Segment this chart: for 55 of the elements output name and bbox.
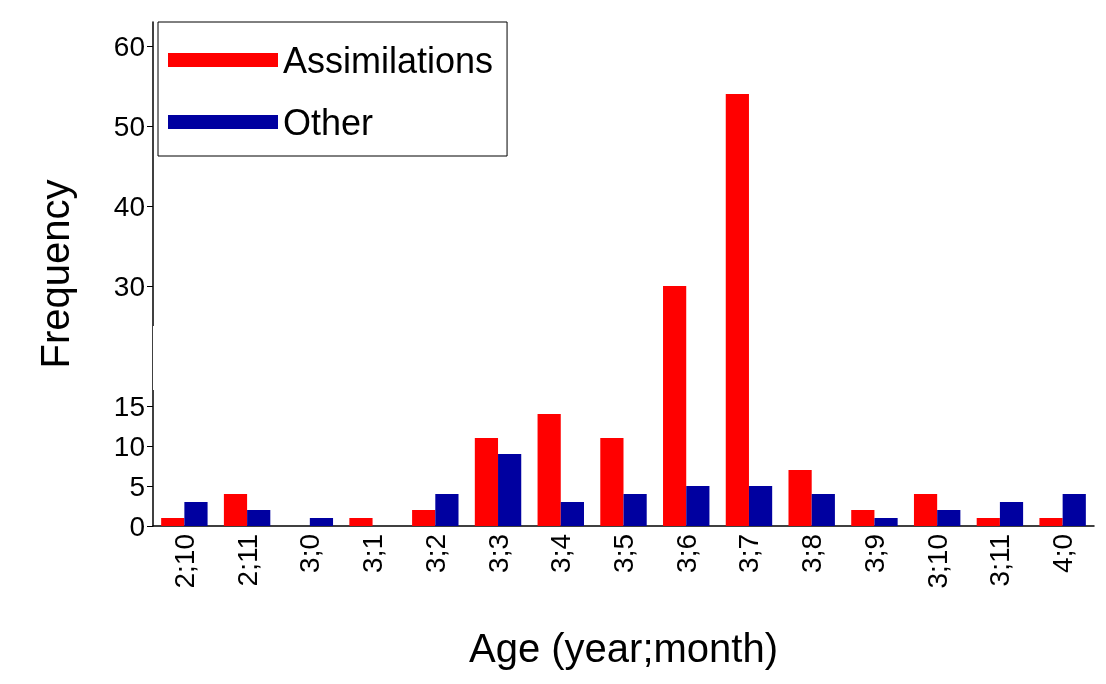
bar xyxy=(309,518,334,526)
x-tick-label: 3;4 xyxy=(545,534,577,573)
x-axis-title: Age (year;month) xyxy=(468,626,779,670)
bar xyxy=(412,510,436,526)
bar xyxy=(663,286,687,526)
bar xyxy=(937,510,961,526)
bar xyxy=(247,510,271,526)
bar xyxy=(537,414,561,526)
bar xyxy=(161,518,185,526)
x-tick-label: 3;10 xyxy=(921,534,953,589)
bar xyxy=(686,486,710,526)
x-tick-label: 3;8 xyxy=(796,534,828,573)
y-tick-label: 10 xyxy=(113,430,145,462)
x-tick-label: 3;1 xyxy=(357,534,389,573)
bar xyxy=(874,518,898,526)
bar xyxy=(725,94,749,526)
x-tick-label: 2;10 xyxy=(168,534,200,589)
bar xyxy=(498,454,522,526)
legend-label: Assimilations xyxy=(283,39,494,81)
x-tick-label: 3;5 xyxy=(608,534,639,573)
bar xyxy=(788,470,812,526)
bar xyxy=(1062,494,1086,526)
bar xyxy=(999,502,1024,526)
x-tick-label: 3;7 xyxy=(733,534,765,573)
x-tick-label: 3;9 xyxy=(858,534,890,573)
bar xyxy=(913,494,938,526)
bar xyxy=(184,502,208,526)
bar xyxy=(748,486,773,526)
bar xyxy=(349,518,373,526)
bar xyxy=(811,494,835,526)
bar xyxy=(851,510,875,526)
y-tick-label: 5 xyxy=(129,470,145,502)
y-tick-label: 40 xyxy=(113,190,145,222)
bar xyxy=(976,518,1000,526)
bar xyxy=(223,494,248,526)
y-tick-label: 60 xyxy=(113,30,145,62)
x-tick-label: 3;2 xyxy=(419,534,451,573)
bar xyxy=(435,494,459,526)
y-tick-label: 0 xyxy=(129,510,145,542)
y-tick-label: 30 xyxy=(113,270,145,302)
legend-label: Other xyxy=(283,101,374,143)
bar xyxy=(1039,518,1063,526)
y-tick-label: 50 xyxy=(113,110,145,142)
x-tick-label: 3;6 xyxy=(670,534,702,573)
x-tick-label: 3;0 xyxy=(294,534,326,573)
bar xyxy=(560,502,584,526)
y-tick-label: 15 xyxy=(113,390,145,422)
bar xyxy=(623,494,647,526)
x-tick-label: 3;11 xyxy=(984,534,1016,587)
x-tick-label: 3;3 xyxy=(482,534,514,573)
bar xyxy=(600,438,624,526)
x-tick-label: 2;11 xyxy=(231,534,263,587)
bar xyxy=(474,438,499,526)
y-axis-title: Frequency xyxy=(33,179,77,369)
x-tick-label: 4;0 xyxy=(1047,534,1079,573)
